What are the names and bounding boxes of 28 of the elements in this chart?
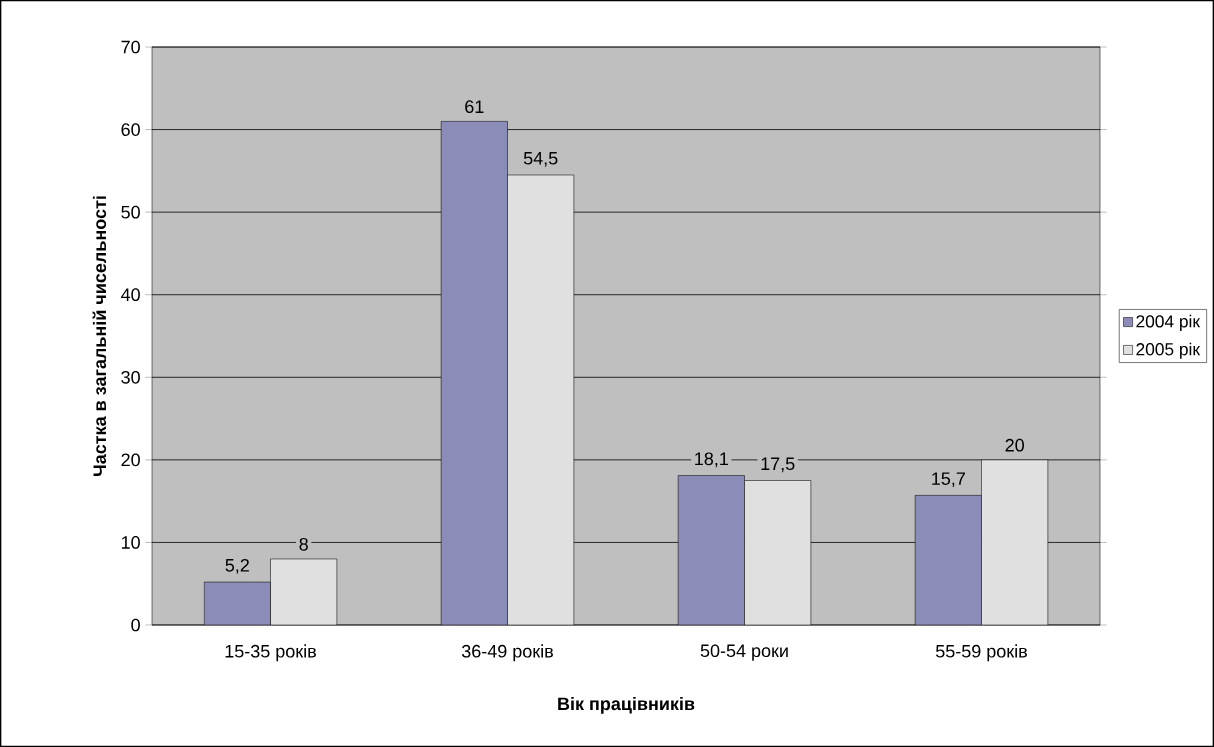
y-tick-label: 0 <box>131 618 140 632</box>
bar <box>270 558 338 625</box>
bar <box>744 480 812 625</box>
bar <box>981 459 1049 625</box>
x-tick-label: 36-49 років <box>461 644 553 662</box>
y-tick-label: 50 <box>121 205 140 219</box>
y-tick-label: 10 <box>121 536 140 549</box>
data-label: 17,5 <box>761 457 795 473</box>
x-axis-title: Вік працівників <box>558 696 695 714</box>
data-label: 20 <box>1005 438 1024 452</box>
y-tick-label: 20 <box>121 453 140 467</box>
data-label: 8 <box>299 537 308 551</box>
y-tick-label: 60 <box>121 123 140 136</box>
x-tick-label: 15-35 років <box>225 644 316 662</box>
x-tick-label: 55-59 років <box>935 644 1027 662</box>
legend-label: 2004 рік <box>1136 314 1201 331</box>
legend-label: 2005 рік <box>1136 342 1201 359</box>
data-label: 54,5 <box>523 152 558 167</box>
y-tick-label: 40 <box>121 288 140 302</box>
data-label: 18,1 <box>695 452 728 468</box>
data-label: 5,2 <box>225 558 249 574</box>
y-tick-label: 30 <box>121 370 140 384</box>
data-label: 61 <box>465 100 484 114</box>
bar <box>507 174 575 625</box>
y-axis-title: Частка в загальній чисельності <box>92 196 107 476</box>
y-tick-label: 70 <box>121 40 140 54</box>
x-tick-label: 50-54 роки <box>700 644 788 661</box>
data-label: 15,7 <box>932 472 965 488</box>
